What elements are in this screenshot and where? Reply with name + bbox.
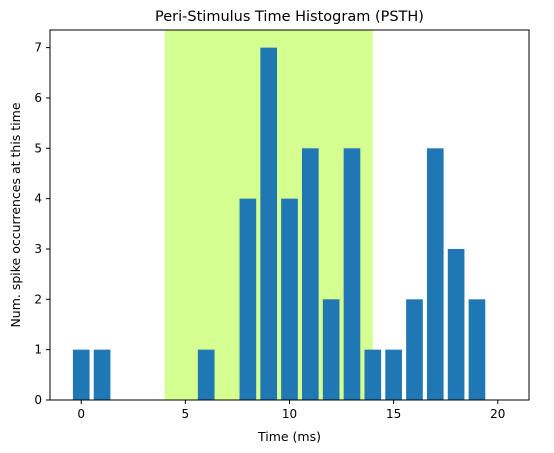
y-tick-label: 4 (34, 192, 42, 206)
x-axis-label: Time (ms) (257, 429, 321, 444)
histogram-bar (447, 248, 465, 400)
y-tick-label: 6 (34, 91, 42, 105)
chart-title: Peri-Stimulus Time Histogram (PSTH) (155, 9, 424, 25)
histogram-bar (468, 299, 486, 400)
y-tick-label: 3 (34, 242, 42, 256)
x-tick-label: 15 (386, 407, 401, 421)
histogram-bar (385, 349, 402, 400)
x-tick-label: 10 (282, 407, 297, 421)
plot-area (72, 30, 486, 400)
histogram-bar (343, 148, 361, 400)
x-tick-label: 20 (490, 407, 505, 421)
histogram-bar (426, 148, 444, 400)
histogram-bar (322, 299, 340, 400)
x-tick-label: 5 (182, 407, 190, 421)
y-tick-label: 7 (34, 41, 42, 55)
histogram-bar (301, 148, 319, 400)
histogram-bar (406, 299, 423, 400)
histogram-bar (239, 198, 257, 400)
y-tick-label: 0 (34, 393, 42, 407)
y-tick-label: 5 (34, 141, 42, 155)
axis-ticks: 0 5 10 15 20 0 1 2 3 4 5 6 7 (34, 41, 505, 421)
histogram-bar (260, 47, 278, 400)
x-tick-label: 0 (77, 407, 85, 421)
histogram-bar (281, 198, 298, 400)
histogram-bar (197, 349, 215, 400)
y-tick-label: 1 (34, 343, 42, 357)
histogram-bar (72, 349, 90, 400)
histogram-bar (93, 349, 111, 400)
histogram-bar (364, 349, 382, 400)
y-tick-label: 2 (34, 292, 42, 306)
y-axis-label: Num. spike occurrences at this time (8, 102, 23, 327)
